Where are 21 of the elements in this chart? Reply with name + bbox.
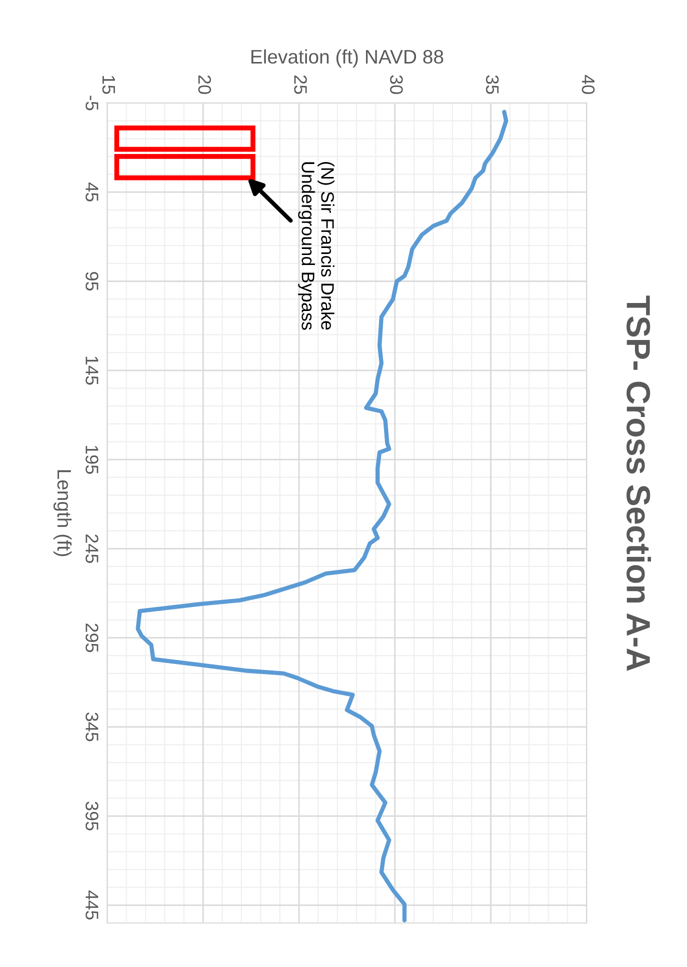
y-tick-label: -5	[86, 96, 98, 110]
y-tick-label: 195	[86, 446, 98, 474]
line-series	[136, 110, 508, 922]
text: TSP- Cross Section A-A	[626, 296, 652, 671]
y-tick-label: 445	[86, 890, 98, 920]
y-tick-label: 45	[86, 182, 98, 202]
y-tick-label: 345	[86, 712, 98, 742]
y-tick-label: 145	[86, 356, 98, 385]
y-tick-label: 295	[86, 624, 98, 652]
x-tick-label: 35	[486, 75, 499, 94]
x-axis-title: Elevation (ft) NAVD 88	[251, 49, 444, 68]
y-tick-label: 395	[86, 802, 98, 830]
y-axis-title: Length (ft)	[54, 470, 72, 556]
annotation: (N) Sir Francis Drake Underground Bypass	[298, 162, 334, 330]
y-tick-label: 245	[86, 534, 98, 563]
y-tick-label: 95	[86, 272, 98, 291]
x-tick-label: 40	[582, 74, 595, 94]
x-tick-label: 20	[198, 75, 212, 94]
x-tick-label: 25	[294, 75, 307, 94]
x-tick-label: 15	[102, 76, 115, 94]
x-tick-label: 30	[390, 75, 403, 94]
